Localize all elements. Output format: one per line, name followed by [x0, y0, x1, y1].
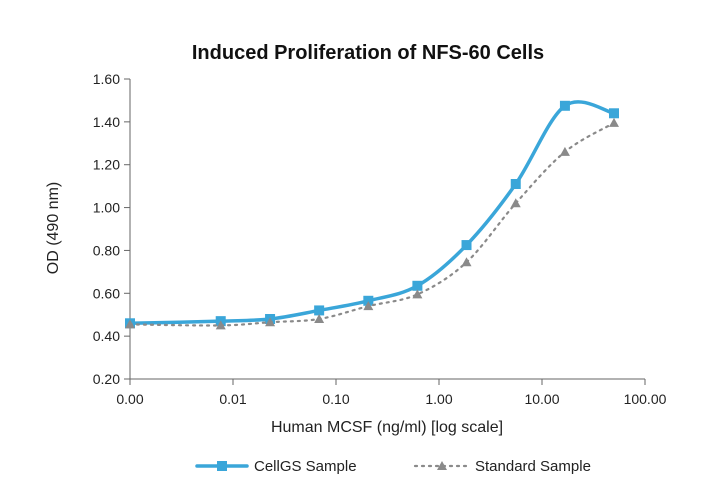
standard-data-point	[125, 319, 135, 329]
legend-cellgs-marker	[217, 461, 227, 471]
plot-area: 0.20 0.40 0.60 0.80 1.00 1.20 1.40 1.60 0.00 0.01…	[93, 71, 667, 407]
y-tick-label: 1.60	[93, 71, 120, 87]
cellgs-data-point	[510, 179, 521, 189]
chart-title: Induced Proliferation of NFS-60 Cells	[192, 42, 544, 64]
legend-standard-label: Standard Sample	[475, 458, 591, 475]
x-tick-label: 1.00	[425, 391, 452, 407]
y-tick-label: 0.40	[93, 328, 120, 344]
cellgs-data-point	[608, 108, 619, 119]
standard-data-point	[314, 314, 325, 323]
legend-cellgs-label: CellGS Sample	[254, 458, 357, 475]
cellgs-data-point	[314, 305, 325, 316]
x-tick-label: 100.00	[624, 391, 667, 407]
standard-data-point	[608, 117, 619, 127]
standard-data-point	[215, 320, 226, 330]
y-tick-label: 0.80	[93, 242, 120, 258]
x-tick-label: 0.01	[219, 391, 246, 407]
x-tick-label: 0.00	[116, 391, 143, 407]
cellgs-data-point	[412, 280, 423, 291]
standard-data-point	[265, 317, 276, 327]
standard-data-point	[363, 301, 374, 311]
y-tick-label: 0.60	[93, 285, 120, 301]
y-axis-label: OD (490 nm)	[45, 182, 62, 274]
y-tick-label: 1.00	[93, 200, 120, 216]
x-tick-label: 0.10	[322, 391, 349, 407]
standard-data-point	[510, 198, 521, 208]
cellgs-data-point	[461, 240, 472, 251]
legend: CellGS Sample Standard Sample	[195, 458, 591, 475]
standard-data-point	[559, 146, 570, 156]
cellgs-data-point	[363, 295, 374, 306]
x-axis-label: Human MCSF (ng/ml) [log scale]	[271, 419, 503, 436]
standard-data-point	[461, 257, 472, 267]
y-tick-label: 0.20	[93, 371, 120, 387]
x-tick-label: 10.00	[524, 391, 559, 407]
cellgs-series-line	[128, 100, 616, 326]
cellgs-data-point	[559, 100, 570, 111]
standard-series-line	[128, 121, 616, 327]
y-tick-label: 1.40	[93, 114, 120, 130]
y-tick-label: 1.20	[93, 157, 120, 173]
legend-standard-marker	[437, 461, 447, 470]
standard-data-point	[412, 289, 423, 299]
